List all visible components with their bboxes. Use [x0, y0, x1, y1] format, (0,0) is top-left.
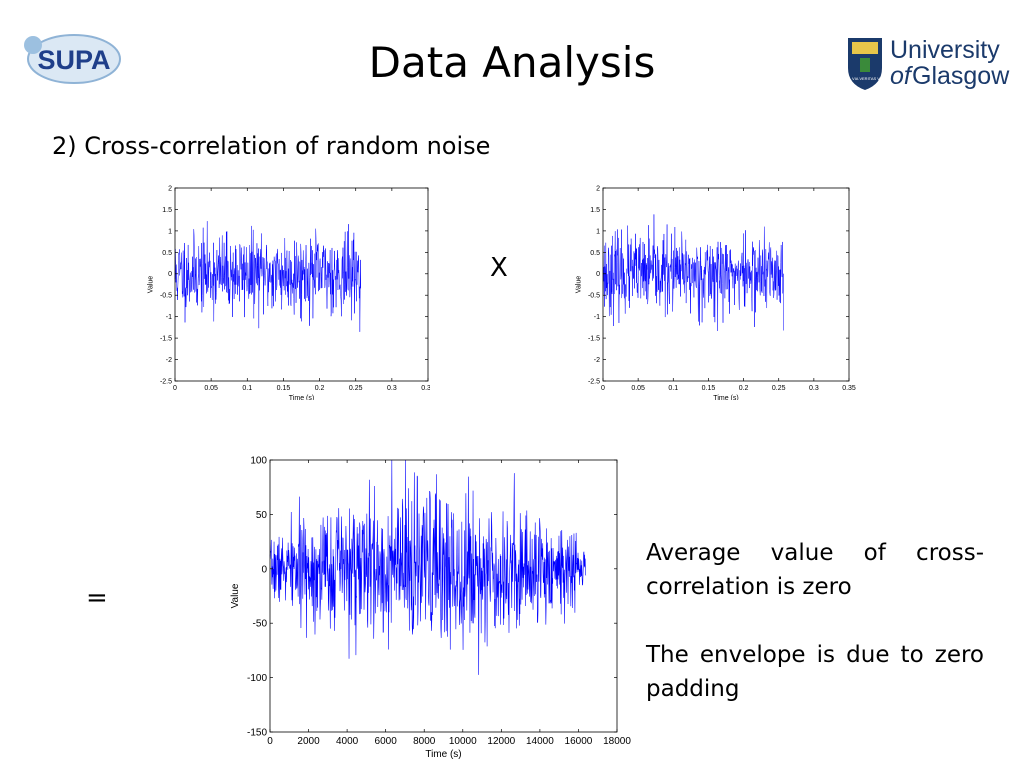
plot-frame — [174, 187, 429, 382]
x-tick-label: 2000 — [297, 736, 320, 747]
y-tick-label: 0.5 — [162, 250, 172, 257]
plot-frame — [602, 187, 850, 382]
university-of-glasgow-logo: VIA VERITAS VITA University of Glasgow — [848, 36, 1010, 90]
x-tick-label: 0.1 — [242, 385, 252, 392]
y-tick-label: 1 — [596, 228, 600, 235]
x-tick-label: 0 — [601, 385, 605, 392]
y-tick-label: 0 — [596, 271, 600, 278]
x-tick-label: 0.1 — [668, 385, 678, 392]
y-tick-label: -1 — [166, 314, 172, 321]
cross-correlation-chart: 0 2000 4000 6000 8000 10000 12000 14000 16000 180… — [230, 456, 631, 761]
y-tick-label: 0 — [261, 564, 267, 575]
y-tick-label: 2 — [168, 185, 172, 192]
y-tick-label: -2 — [594, 357, 600, 364]
x-tick-label: 4000 — [336, 736, 359, 747]
y-tick-label: 100 — [250, 456, 267, 467]
logo-of-text: of — [890, 62, 914, 90]
signal-trace — [602, 214, 784, 331]
x-tick-label: 0.3 — [809, 385, 819, 392]
x-tick-label: 14000 — [526, 736, 554, 747]
slide-subtitle: 2) Cross-correlation of random noise — [52, 132, 491, 160]
note-average-value: Average value of cross-correlation is ze… — [646, 540, 984, 600]
signal-trace — [174, 221, 362, 332]
x-tick-label: 0 — [173, 385, 177, 392]
noise-chart-1: 0 0.05 0.1 0.15 0.2 0.25 0.3 0.35 -2.5 -2 -1.5 -1 -0… — [148, 185, 430, 400]
noise-chart-2: 0 0.05 0.1 0.15 0.2 0.25 0.3 0.35 -2.5 -2 -1.5 -1 -0… — [576, 185, 856, 400]
y-tick-label: 1 — [168, 228, 172, 235]
x-tick-label: 0.15 — [277, 385, 291, 392]
x-axis-label: Time (s) — [289, 395, 314, 400]
note-envelope: The envelope is due to zero padding — [646, 642, 984, 702]
y-axis-label: Value — [230, 583, 241, 608]
y-tick-label: -0.5 — [588, 293, 600, 300]
y-tick-label: 2 — [596, 185, 600, 192]
x-tick-label: 6000 — [375, 736, 398, 747]
x-axis-label: Time (s) — [425, 749, 461, 760]
y-tick-label: -2.5 — [588, 378, 600, 385]
x-tick-label: 0.25 — [349, 385, 363, 392]
y-tick-label: 1.5 — [162, 207, 172, 214]
supa-logo-text: SUPA — [37, 45, 110, 75]
y-axis-label: Value — [576, 276, 583, 293]
slide-title: Data Analysis — [368, 38, 656, 87]
x-tick-label: 0.35 — [842, 385, 856, 392]
x-tick-label: 12000 — [487, 736, 515, 747]
x-tick-label: 18000 — [603, 736, 631, 747]
equals-sign: = — [86, 583, 108, 613]
y-tick-label: 0 — [168, 271, 172, 278]
x-tick-label: 0.05 — [204, 385, 218, 392]
x-tick-label: 16000 — [565, 736, 593, 747]
signal-trace — [269, 459, 587, 675]
x-tick-label: 0 — [267, 736, 273, 747]
x-tick-label: 0.25 — [772, 385, 786, 392]
x-tick-label: 0.2 — [315, 385, 325, 392]
y-tick-label: -1.5 — [588, 336, 600, 343]
y-tick-label: -0.5 — [160, 293, 172, 300]
y-tick-label: -2.5 — [160, 378, 172, 385]
y-tick-label: 50 — [256, 510, 268, 521]
x-tick-label: 0.3 — [387, 385, 397, 392]
supa-logo: SUPA — [24, 34, 121, 84]
y-tick-label: 1.5 — [590, 207, 600, 214]
x-tick-label: 0.35 — [421, 385, 430, 392]
logo-glasgow-text: Glasgow — [912, 62, 1010, 90]
x-tick-label: 0.2 — [739, 385, 749, 392]
multiply-sign: X — [490, 253, 508, 283]
logo-university-text: University — [890, 36, 1000, 64]
y-axis-label: Value — [148, 276, 155, 293]
x-axis-label: Time (s) — [713, 395, 738, 400]
y-tick-label: 0.5 — [590, 250, 600, 257]
y-tick-label: -100 — [247, 673, 267, 684]
x-tick-label: 10000 — [449, 736, 477, 747]
y-tick-label: -150 — [247, 728, 267, 739]
x-tick-label: 0.05 — [631, 385, 645, 392]
motto-text: VIA VERITAS VITA — [852, 76, 886, 81]
y-tick-label: -1 — [594, 314, 600, 321]
y-tick-label: -50 — [253, 619, 268, 630]
y-tick-label: -2 — [166, 357, 172, 364]
x-tick-label: 0.15 — [702, 385, 716, 392]
y-tick-label: -1.5 — [160, 336, 172, 343]
x-tick-label: 8000 — [413, 736, 436, 747]
plot-frame — [269, 459, 618, 733]
